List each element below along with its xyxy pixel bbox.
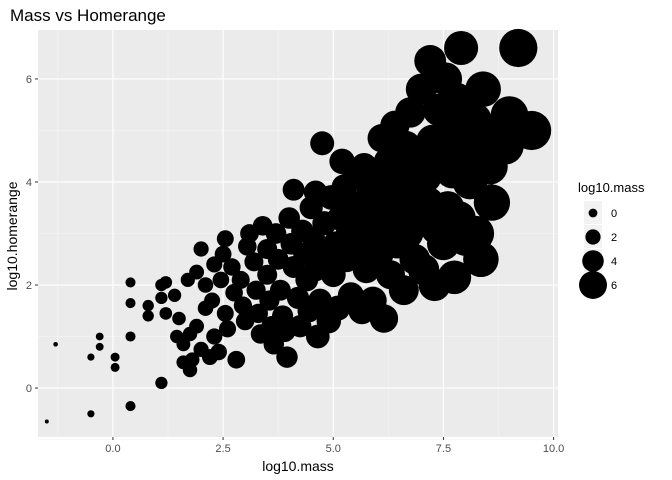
legend-key-circle [588, 208, 598, 218]
data-point [167, 288, 182, 302]
data-point [218, 320, 237, 338]
data-point [444, 30, 479, 66]
data-point [44, 419, 49, 424]
data-point [206, 328, 223, 345]
data-point [244, 252, 264, 272]
data-point [184, 352, 200, 367]
data-point [216, 304, 234, 322]
y-tick-label: 4 [26, 177, 32, 189]
data-point [463, 241, 499, 278]
x-axis: 0.0 2.5 5.0 7.5 10.0 [105, 437, 564, 455]
legend-label: 6 [611, 280, 617, 292]
x-tick-label: 7.5 [436, 443, 451, 455]
legend-key-circle [582, 250, 604, 272]
data-point [197, 277, 214, 293]
y-axis: 0 2 4 6 [26, 74, 38, 395]
y-tick-label: 2 [26, 280, 32, 292]
data-point [212, 271, 230, 289]
data-point [499, 28, 538, 68]
data-point [276, 346, 298, 368]
legend-title: log10.mass [578, 180, 645, 195]
x-tick-label: 10.0 [543, 443, 564, 455]
data-point [142, 299, 154, 312]
data-point [159, 307, 173, 320]
legend-key-circle [585, 229, 601, 245]
x-tick-label: 5.0 [326, 443, 341, 455]
data-point [395, 97, 426, 128]
data-point [193, 241, 209, 257]
y-tick-label: 6 [26, 74, 32, 86]
legend-label: 0 [611, 208, 617, 220]
data-point [87, 353, 95, 361]
data-point [142, 310, 154, 322]
data-point [282, 178, 305, 201]
chart-title: Mass vs Homerange [10, 6, 166, 25]
x-axis-title: log10.mass [262, 458, 334, 474]
data-point [125, 331, 136, 342]
x-tick-label: 0.0 [105, 443, 120, 455]
data-point [159, 276, 173, 289]
data-point [176, 337, 191, 352]
data-point [87, 410, 95, 418]
data-point [95, 342, 104, 351]
data-point [125, 298, 136, 309]
data-point [110, 352, 120, 362]
data-point [210, 343, 227, 361]
y-tick-label: 0 [26, 383, 32, 395]
data-point [95, 332, 104, 341]
data-point [248, 303, 268, 324]
data-point [269, 279, 291, 301]
data-point [155, 376, 168, 390]
data-point [310, 131, 335, 156]
data-point [246, 280, 266, 300]
data-point [265, 223, 287, 244]
data-point [189, 318, 205, 334]
data-point [473, 184, 511, 221]
data-point [465, 71, 501, 108]
data-point [257, 264, 278, 285]
legend-label: 2 [611, 232, 617, 244]
data-point [216, 230, 234, 248]
legend-key-circle [579, 271, 607, 299]
data-point [204, 292, 221, 309]
data-points [44, 28, 552, 424]
data-point [437, 260, 472, 295]
data-point [155, 291, 168, 305]
x-tick-label: 2.5 [215, 443, 230, 455]
legend-label: 4 [611, 256, 617, 268]
data-point [125, 401, 136, 412]
y-axis-title: log10.homerange [4, 181, 20, 290]
data-point [214, 245, 232, 263]
data-point [223, 258, 241, 276]
data-point [272, 305, 294, 327]
size-legend: log10.mass 0 2 4 6 [578, 180, 645, 299]
data-point [227, 350, 246, 369]
data-point [125, 277, 136, 288]
data-point [388, 275, 419, 306]
data-point [369, 304, 399, 333]
data-point [231, 270, 250, 289]
data-point [511, 110, 552, 151]
data-point [110, 362, 120, 372]
data-point [189, 264, 205, 280]
data-point [233, 296, 253, 315]
data-point [53, 341, 58, 347]
data-point [172, 311, 186, 326]
